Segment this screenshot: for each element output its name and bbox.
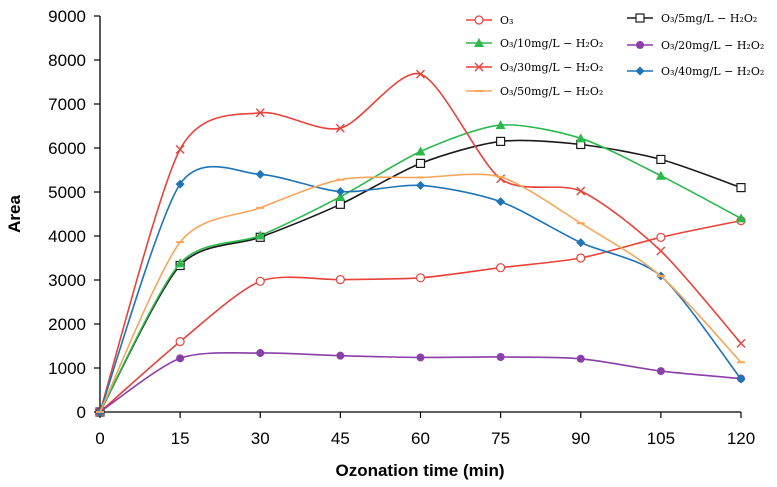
series-line: [99, 351, 742, 413]
data-point: [336, 351, 345, 360]
y-tick-label: 7000: [48, 95, 86, 114]
x-axis-title: Ozonation time (min): [335, 461, 504, 480]
series-line: [99, 165, 742, 413]
legend: O₃ O₃/10mg/L − H₂O₂ O₃/30mg/L − H₂O₂ O₃/50m…: [466, 12, 764, 98]
data-point: [175, 258, 186, 268]
y-tick-label: 2000: [48, 315, 86, 334]
x-tick-label: 120: [727, 429, 755, 448]
data-point: [496, 136, 506, 146]
data-point: [496, 263, 506, 273]
data-point: [576, 253, 586, 263]
y-tick-label: 3000: [48, 271, 86, 290]
data-point: [335, 274, 345, 285]
data-point: [255, 108, 265, 118]
series-layer: [95, 69, 746, 417]
data-point: [656, 154, 666, 165]
x-tick-label: 60: [411, 429, 430, 448]
series-line: [99, 173, 742, 413]
legend-label: O₃/40mg/L − H₂O₂: [661, 65, 764, 78]
data-point: [635, 66, 645, 76]
x-tick-label: 45: [331, 429, 350, 448]
y-tick-label: 8000: [48, 51, 86, 70]
x-tick-label: 75: [491, 429, 510, 448]
data-point: [175, 337, 185, 347]
y-tick-label: 6000: [48, 139, 86, 158]
data-point: [656, 246, 666, 256]
data-point: [255, 276, 265, 286]
data-point: [335, 191, 346, 201]
data-point: [415, 273, 426, 283]
x-tick-label: 0: [95, 429, 104, 448]
x-tick-label: 15: [171, 429, 190, 448]
legend-label: O₃/5mg/L − H₂O₂: [661, 12, 757, 25]
legend-item: O₃/30mg/L − H₂O₂: [466, 61, 603, 74]
data-point: [416, 180, 425, 190]
legend-item: O₃/10mg/L − H₂O₂: [466, 37, 603, 50]
series-o3-30mg-l-h2o2: [95, 69, 746, 417]
y-tick-label: 4000: [48, 227, 86, 246]
x-tick-label: 90: [571, 429, 590, 448]
legend-item: O₃/40mg/L − H₂O₂: [627, 65, 764, 78]
data-point: [415, 158, 426, 168]
data-point: [474, 38, 484, 47]
data-point: [335, 187, 345, 197]
data-point: [474, 15, 484, 25]
legend-item: O₃/20mg/L − H₂O₂: [627, 39, 764, 52]
data-point: [415, 146, 426, 156]
series-line: [99, 219, 742, 413]
data-point: [655, 170, 666, 180]
data-point: [256, 349, 265, 358]
legend-label: O₃/10mg/L − H₂O₂: [500, 37, 603, 50]
data-point: [175, 179, 185, 189]
y-axis-title: Area: [5, 195, 24, 233]
data-point: [335, 123, 345, 133]
data-point: [736, 183, 746, 193]
data-point: [176, 354, 185, 363]
data-point: [255, 230, 266, 240]
data-point: [635, 13, 645, 23]
data-point: [416, 69, 425, 79]
data-point: [576, 354, 585, 363]
data-point: [736, 374, 746, 384]
data-point: [576, 238, 586, 248]
series-o3-50mg-l-h2o2: [96, 173, 745, 413]
data-point: [335, 199, 345, 209]
y-tick-label: 5000: [48, 183, 86, 202]
legend-item: O₃/5mg/L − H₂O₂: [627, 12, 757, 25]
data-point: [576, 186, 586, 196]
data-point: [656, 232, 666, 242]
x-tick-label: 30: [251, 429, 270, 448]
data-point: [575, 133, 586, 143]
legend-label: O₃/30mg/L − H₂O₂: [500, 61, 603, 74]
data-point: [736, 213, 746, 223]
axes: [99, 16, 741, 413]
legend-label: O₃/20mg/L − H₂O₂: [661, 39, 764, 52]
x-tick-label: 105: [647, 429, 675, 448]
data-point: [474, 62, 484, 72]
y-ticks: 0 1000 2000 3000 4000 5000 6000 7000 8000 9000: [48, 7, 100, 422]
data-point: [496, 353, 505, 361]
data-point: [636, 41, 644, 49]
data-point: [255, 169, 265, 179]
series-o3-40mg-l-h2o2: [95, 165, 746, 417]
data-point: [656, 367, 665, 376]
data-point: [495, 120, 506, 130]
series-o3-20mg-l-h2o2: [96, 349, 745, 416]
y-tick-label: 9000: [48, 7, 86, 26]
series-o3: [95, 216, 746, 417]
data-point: [175, 144, 185, 154]
y-tick-label: 1000: [48, 359, 86, 378]
legend-item: O₃/50mg/L − H₂O₂: [466, 85, 603, 98]
legend-label: O₃: [500, 14, 513, 27]
data-point: [496, 197, 506, 207]
data-point: [416, 353, 425, 362]
data-point: [736, 338, 746, 348]
legend-label: O₃/50mg/L − H₂O₂: [500, 85, 603, 98]
y-tick-label: 0: [77, 403, 86, 422]
x-ticks: 0 15 30 45 60 75 90 105 120: [95, 412, 755, 448]
legend-item: O₃: [466, 14, 513, 27]
